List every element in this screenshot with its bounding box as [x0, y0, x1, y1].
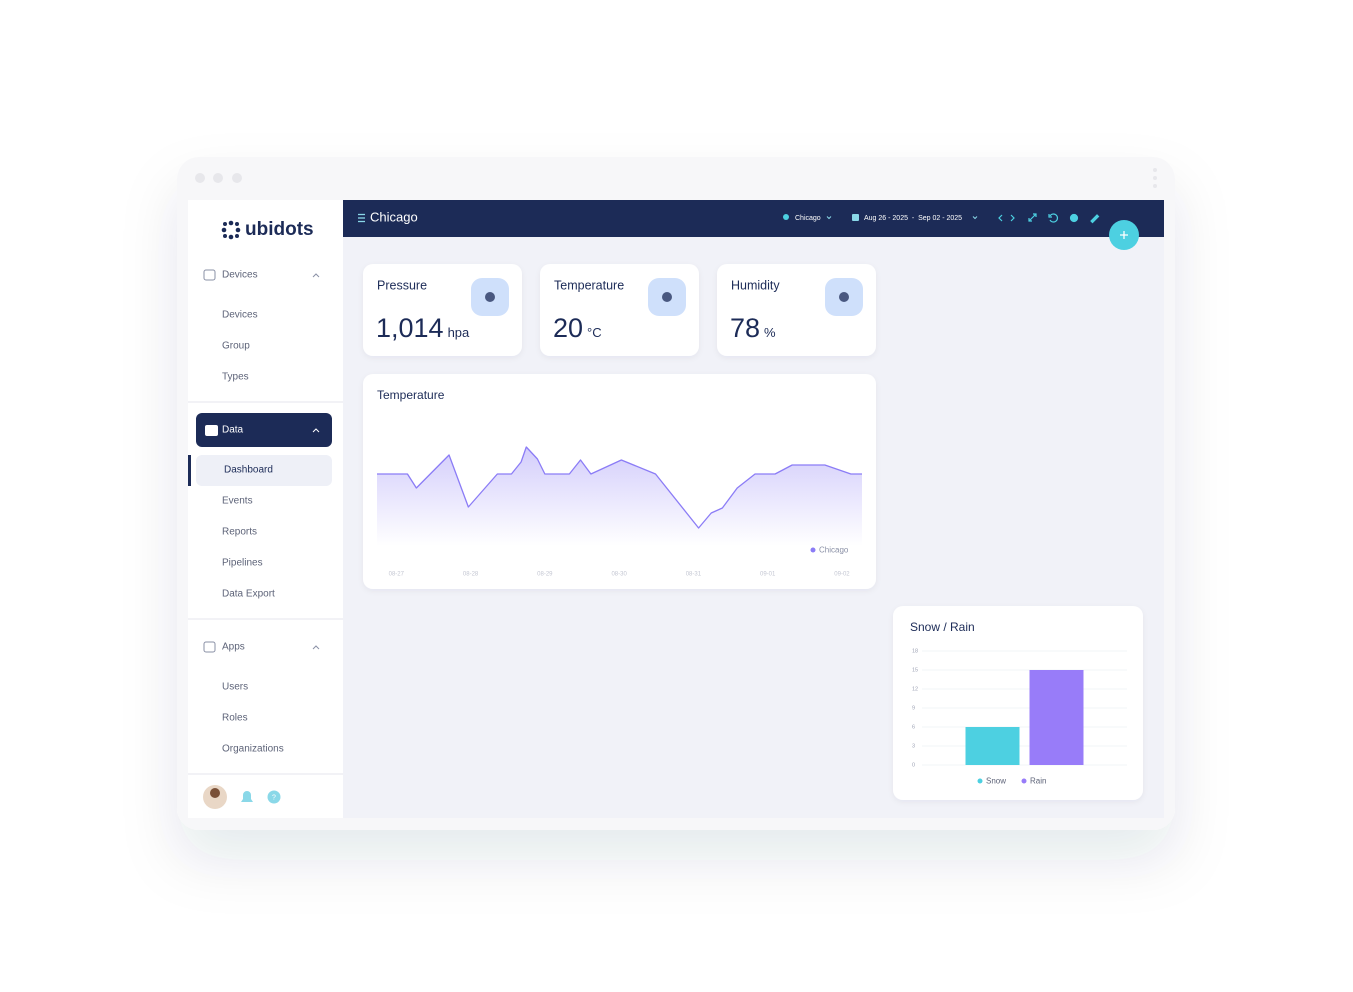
nav-item[interactable]: Organizations: [222, 744, 284, 755]
nav-group-icon: [203, 269, 216, 281]
nav-item[interactable]: Group: [222, 341, 250, 352]
nav-item[interactable]: Pipelines: [222, 558, 263, 569]
nav-item[interactable]: Data Export: [222, 589, 275, 600]
metric-icon: [485, 292, 495, 302]
nav-item[interactable]: Events: [222, 496, 253, 507]
x-tick-label: 08-27: [389, 572, 405, 578]
nav-item[interactable]: Devices: [222, 310, 258, 321]
nav-group-icon: [203, 641, 216, 653]
metric-reading: 1,014 hpa: [376, 313, 470, 343]
caret: [826, 216, 832, 220]
legend-label: Snow: [986, 777, 1006, 786]
y-tick-label: 6: [912, 724, 915, 730]
toolbar-icons[interactable]: [998, 213, 1100, 224]
nav-group-title[interactable]: Data: [222, 425, 244, 436]
metric-unit: hpa: [448, 325, 470, 340]
metric-unit: °C: [587, 325, 602, 340]
metric-value: 20: [553, 313, 583, 343]
logo-icon: [221, 220, 241, 240]
bar: [1029, 670, 1084, 765]
location-icon: [783, 214, 789, 220]
metric-cards: Pressure 1,014 hpa Temperature 20 °C Humidity 7…: [363, 264, 876, 356]
metric-title: Temperature: [554, 278, 624, 292]
y-tick-label: 18: [912, 648, 918, 654]
bell-icon[interactable]: [241, 791, 253, 802]
nav-item[interactable]: Dashboard: [224, 465, 273, 476]
metric-title: Pressure: [377, 278, 427, 292]
date-range[interactable]: Aug 26 - 2025 - Sep 02 - 2025: [864, 215, 962, 222]
top-bar: [343, 200, 1164, 237]
caret: [972, 216, 978, 220]
metric-value: 1,014: [376, 313, 444, 343]
window-dots: [195, 168, 1157, 188]
help-glyph: ?: [272, 794, 276, 801]
collapse-caret: [312, 428, 320, 433]
dashboard-title: Chicago: [370, 209, 418, 224]
y-tick-label: 0: [912, 762, 915, 768]
plus-icon: [1120, 231, 1128, 239]
temperature-chart: Chicago 08-27 08-28 08-29 08-30 08-31 09-01 09-…: [377, 446, 862, 578]
snow-rain-chart: 0 3 6 9 12 15 18 Snow Rain: [912, 648, 1127, 786]
collapse-caret: [312, 273, 320, 278]
x-tick-label: 08-30: [611, 572, 627, 578]
legend-marker: [1021, 778, 1027, 784]
y-tick-label: 9: [912, 705, 915, 711]
nav-group-title[interactable]: Devices: [222, 270, 258, 281]
metric-reading: 78%: [730, 313, 776, 343]
menu-icon[interactable]: [358, 213, 365, 223]
logo-text: ubidots: [245, 219, 314, 240]
y-tick-label: 15: [912, 667, 918, 673]
collapse-caret: [312, 645, 320, 650]
x-tick-label: 08-31: [686, 572, 702, 578]
snow-rain-card: [893, 606, 1143, 800]
nav-group-title[interactable]: Apps: [222, 642, 245, 653]
y-tick-label: 12: [912, 686, 918, 692]
legend-marker: [977, 778, 983, 784]
x-tick-label: 08-28: [463, 572, 479, 578]
avatar-face: [210, 788, 220, 798]
location-select[interactable]: Chicago: [795, 215, 821, 222]
bar: [965, 727, 1020, 765]
metric-icon: [839, 292, 849, 302]
legend-label: Rain: [1030, 777, 1046, 786]
nav-item[interactable]: Types: [222, 372, 249, 383]
help-icon[interactable]: [267, 790, 281, 804]
line: [377, 446, 862, 529]
nav-group-icon: [205, 425, 218, 436]
nav-item[interactable]: Users: [222, 682, 248, 693]
x-tick-label: 09-01: [760, 572, 776, 578]
metric-icon: [662, 292, 672, 302]
x-tick-label: 09-02: [834, 572, 850, 578]
sidebar-nav: Devices Devices Group Types Data Dashboard Eve…: [188, 269, 343, 775]
nav-group-selected: [196, 413, 332, 447]
nav-item[interactable]: Reports: [222, 527, 257, 538]
legend-marker: [810, 547, 816, 553]
x-tick-label: 08-29: [537, 572, 553, 578]
metric-reading: 20 °C: [553, 313, 602, 343]
nav-item-indicator: [188, 455, 191, 486]
chart-title: Temperature: [377, 388, 445, 402]
metric-title: Humidity: [731, 278, 780, 292]
metric-unit: %: [764, 325, 776, 340]
legend-label: Chicago: [819, 546, 849, 555]
nav-item-active: [196, 455, 332, 486]
y-tick-label: 3: [912, 743, 915, 749]
calendar-icon: [852, 214, 859, 221]
chart-title: Snow / Rain: [910, 620, 975, 634]
metric-value: 78: [730, 313, 760, 343]
sidebar: [188, 200, 343, 818]
nav-item[interactable]: Roles: [222, 713, 248, 724]
area-fill: [377, 447, 862, 546]
